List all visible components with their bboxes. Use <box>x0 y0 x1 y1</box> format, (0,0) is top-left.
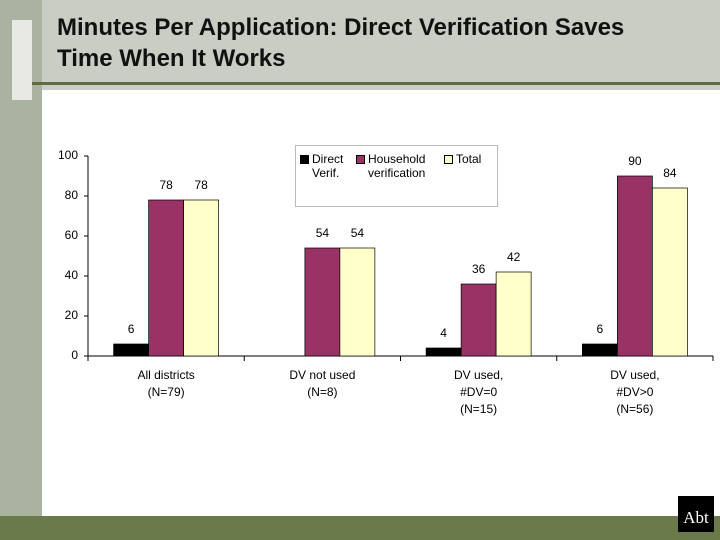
bar <box>148 199 184 357</box>
x-tick-label: (N=79) <box>148 385 185 399</box>
x-tick-label: DV used, <box>454 368 503 382</box>
legend-swatch <box>444 155 453 164</box>
bar <box>617 175 653 357</box>
x-tick-label: #DV>0 <box>616 385 653 399</box>
value-label: 54 <box>351 226 365 240</box>
y-tick-label: 60 <box>65 228 79 242</box>
legend: Direct Verif. Household verification Total <box>295 145 498 207</box>
y-tick-label: 20 <box>65 308 79 322</box>
x-tick-label: DV used, <box>610 368 659 382</box>
y-tick-label: 0 <box>71 348 78 362</box>
legend-item: Total <box>444 152 496 200</box>
x-tick-label: DV not used <box>289 368 355 382</box>
value-label: 42 <box>507 250 521 264</box>
legend-label: Direct Verif. <box>312 152 344 180</box>
value-label: 90 <box>628 154 642 168</box>
left-accent <box>12 20 32 100</box>
slide-title: Minutes Per Application: Direct Verifica… <box>57 14 625 72</box>
value-label: 84 <box>663 166 677 180</box>
bar <box>113 343 149 357</box>
x-tick-label: (N=8) <box>307 385 337 399</box>
y-tick-label: 80 <box>65 188 79 202</box>
value-label: 36 <box>472 262 486 276</box>
bar <box>460 283 497 357</box>
value-label: 6 <box>597 322 604 336</box>
value-label: 6 <box>128 322 135 336</box>
legend-label: Household verification <box>368 152 426 180</box>
bar <box>582 343 618 357</box>
legend-swatch <box>356 155 365 164</box>
legend-swatch <box>300 155 309 164</box>
x-tick-label: (N=56) <box>616 402 653 416</box>
value-label: 78 <box>159 178 173 192</box>
footer-band <box>0 516 720 540</box>
value-label: 54 <box>316 226 330 240</box>
bar <box>339 247 376 357</box>
y-tick-label: 100 <box>58 148 78 162</box>
bar <box>425 347 462 357</box>
legend-item: Direct Verif. <box>300 152 352 200</box>
bar <box>183 199 219 357</box>
bar <box>495 271 532 357</box>
bar <box>652 187 688 357</box>
header-band <box>0 0 720 90</box>
plot: 0 20 40 60 80 100 All districts (N=79) 6 78 78 DV n… <box>58 148 714 416</box>
value-label: 78 <box>194 178 208 192</box>
x-tick-label: All districts <box>137 368 194 382</box>
legend-item: Household verification <box>356 152 440 200</box>
x-tick-label: (N=15) <box>460 402 497 416</box>
x-tick-label: #DV=0 <box>460 385 497 399</box>
header-rule <box>32 82 720 85</box>
legend-label: Total <box>456 152 482 166</box>
value-label: 4 <box>440 326 447 340</box>
logo: Abt <box>678 496 714 532</box>
bar <box>304 247 341 357</box>
y-tick-label: 40 <box>65 268 79 282</box>
